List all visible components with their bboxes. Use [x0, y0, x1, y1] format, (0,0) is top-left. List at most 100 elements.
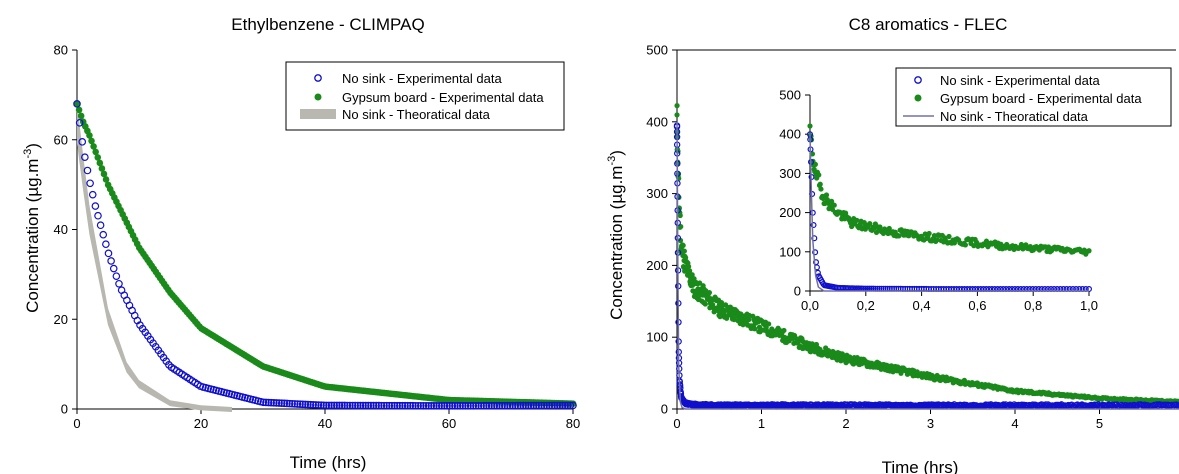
data-point-no-sink [343, 401, 352, 410]
y-tick-label: 300 [779, 166, 801, 181]
data-point-no-sink [359, 401, 367, 410]
data-point-no-sink [291, 400, 299, 408]
x-tick-label: 0,4 [913, 298, 931, 313]
y-tick-label: 0 [661, 402, 668, 417]
x-tick-label: 1 [758, 416, 765, 431]
data-point-no-sink [556, 401, 564, 410]
x-tick-label: 40 [318, 416, 332, 431]
data-point-no-sink [262, 398, 270, 407]
data-point-no-sink [490, 401, 499, 410]
data-point-no-sink [259, 398, 268, 407]
chart-right-title: C8 aromatics - FLEC [849, 15, 1008, 34]
data-point-no-sink [314, 401, 323, 409]
data-point-no-sink [380, 401, 388, 410]
data-point-no-sink [1177, 402, 1179, 409]
data-point-no-sink [312, 401, 320, 409]
data-point-gypsum-board [685, 263, 692, 270]
data-point-gypsum-board [1027, 243, 1033, 250]
data-point-no-sink [487, 401, 496, 410]
data-point-no-sink [333, 401, 341, 410]
data-point-no-sink [403, 401, 412, 410]
data-point-no-sink [351, 401, 359, 410]
legend-label-no-sink-theo: No sink - Theoratical data [342, 107, 491, 122]
data-point-gypsum-board [706, 290, 712, 296]
data-point-no-sink [508, 401, 517, 410]
data-point-no-sink [461, 401, 470, 410]
data-point-no-sink [810, 222, 817, 229]
data-point-gypsum-board [1086, 248, 1092, 254]
data-point-gypsum-board [86, 132, 93, 139]
y-tick-label: 400 [646, 114, 668, 129]
data-point-no-sink [317, 401, 325, 410]
data-point-no-sink [395, 401, 404, 410]
data-point-no-sink [498, 401, 506, 410]
data-point-no-sink [443, 402, 451, 410]
data-point-gypsum-board [823, 192, 830, 198]
data-point-no-sink [464, 401, 472, 410]
data-point-no-sink [561, 401, 569, 410]
data-point-no-sink [99, 230, 108, 239]
y-tick-label: 0 [61, 402, 68, 417]
data-point-no-sink [809, 209, 816, 216]
data-point-no-sink [416, 401, 425, 410]
data-point-no-sink [427, 401, 436, 410]
data-point-no-sink [83, 166, 92, 175]
data-point-no-sink [469, 401, 478, 410]
data-point-gypsum-board [818, 186, 824, 192]
x-tick-label: 0,2 [857, 298, 875, 313]
data-point-gypsum-board [1045, 244, 1052, 250]
data-point-gypsum-board [90, 143, 97, 150]
data-point-gypsum-board [807, 123, 813, 129]
data-point-gypsum-board [962, 242, 969, 248]
data-point-gypsum-board [687, 268, 693, 274]
x-tick-label: 20 [194, 416, 208, 431]
data-point-no-sink [495, 401, 504, 410]
data-point-no-sink [385, 401, 394, 410]
data-point-no-sink [325, 401, 333, 410]
data-point-no-sink [393, 401, 401, 410]
x-tick-label: 2 [842, 416, 849, 431]
data-point-no-sink [346, 401, 354, 410]
data-point-gypsum-board [931, 233, 937, 239]
data-point-gypsum-board [766, 321, 772, 327]
data-point-no-sink [500, 401, 509, 410]
data-point-no-sink [503, 401, 512, 410]
data-point-no-sink [288, 399, 296, 408]
y-tick-label: 400 [779, 127, 801, 142]
x-tick-label: 4 [1011, 416, 1018, 431]
data-point-no-sink [424, 401, 433, 410]
x-tick-label: 5 [1096, 416, 1103, 431]
legend-marker-filled-circle-icon [914, 94, 922, 102]
data-point-gypsum-board [96, 159, 104, 167]
data-point-no-sink [558, 401, 567, 410]
legend-label-gypsum-exp: Gypsum board - Experimental data [940, 91, 1142, 106]
data-point-no-sink [432, 402, 441, 410]
data-point-gypsum-board [946, 233, 952, 240]
data-point-no-sink [112, 272, 121, 280]
x-tick-label: 0,6 [968, 298, 986, 313]
data-point-gypsum-board [983, 238, 990, 244]
data-point-no-sink [280, 399, 289, 408]
data-point-no-sink [354, 401, 362, 410]
data-point-no-sink [524, 401, 533, 410]
data-point-gypsum-board [681, 248, 687, 254]
x-tick-label: 0 [673, 416, 680, 431]
data-point-no-sink [272, 399, 281, 407]
data-point-no-sink [493, 401, 501, 410]
data-point-gypsum-board [702, 301, 708, 307]
data-point-gypsum-board [102, 176, 110, 183]
data-point-no-sink [319, 401, 328, 410]
chart-right-inset: 0,0 0,2 0,4 0,6 0,8 1,0 0 100 200 300 400 500 [779, 88, 1098, 314]
data-point-no-sink [75, 119, 84, 127]
data-point-no-sink [435, 402, 443, 410]
data-point-gypsum-board [831, 202, 837, 208]
data-point-gypsum-board [873, 229, 880, 236]
series-no-sink-theoretical-line [809, 134, 1089, 292]
y-tick-label: 500 [779, 88, 801, 103]
data-point-gypsum-board [877, 224, 883, 230]
data-point-no-sink [485, 401, 493, 410]
data-point-no-sink [553, 401, 562, 410]
data-point-no-sink [535, 401, 543, 410]
chart-left-plot-area: 0 20 40 60 80 0 20 40 60 80 [54, 43, 581, 432]
x-tick-label: 0,0 [801, 298, 819, 313]
